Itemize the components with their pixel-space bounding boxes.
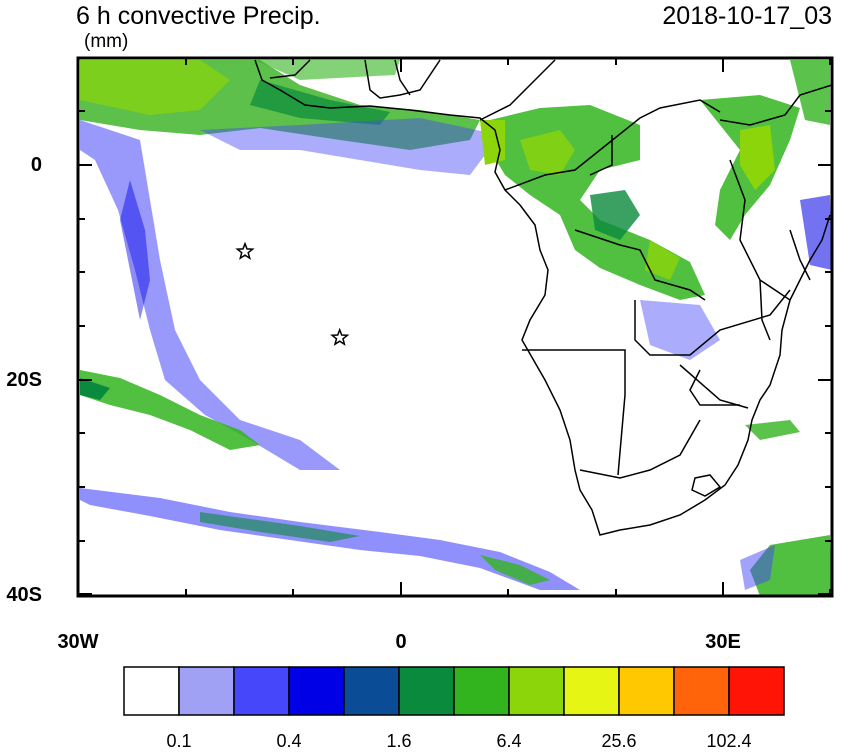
colorbar-box: [343, 666, 400, 716]
coastline: [254, 59, 832, 536]
y-label-20s: 20S: [6, 369, 42, 391]
star-marker: [235, 241, 255, 260]
units-label: (mm): [84, 31, 129, 52]
colorbar-label: 6.4: [496, 731, 522, 751]
colorbar: [123, 666, 785, 716]
colorbar-box: [233, 666, 290, 716]
colorbar-label: 0.1: [166, 731, 192, 751]
y-label-40s: 40S: [6, 584, 42, 606]
marker-layer: [235, 241, 350, 346]
colorbar-box: [123, 666, 180, 716]
colorbar-box: [728, 666, 785, 716]
colorbar-label: 102.4: [706, 731, 752, 751]
map-title: 6 h convective Precip.: [76, 2, 321, 30]
colorbar-box: [453, 666, 510, 716]
y-label-0: 0: [30, 154, 42, 176]
x-label-0: 0: [395, 631, 407, 653]
star-marker: [330, 327, 350, 346]
colorbar-box: [563, 666, 620, 716]
x-label-30w: 30W: [57, 631, 99, 653]
x-ticks: [77, 58, 831, 596]
colorbar-box: [508, 666, 565, 716]
colorbar-label: 1.6: [386, 731, 412, 751]
colorbar-box: [673, 666, 730, 716]
colorbar-box: [288, 666, 345, 716]
colorbar-box: [178, 666, 235, 716]
colorbar-label: 25.6: [601, 731, 637, 751]
colorbar-box: [398, 666, 455, 716]
precip-field: [80, 60, 832, 596]
y-ticks: [78, 110, 832, 595]
colorbar-label: 0.4: [276, 731, 302, 751]
colorbar-box: [618, 666, 675, 716]
map-datetime: 2018-10-17_03: [662, 2, 832, 30]
x-label-30e: 30E: [705, 631, 741, 653]
